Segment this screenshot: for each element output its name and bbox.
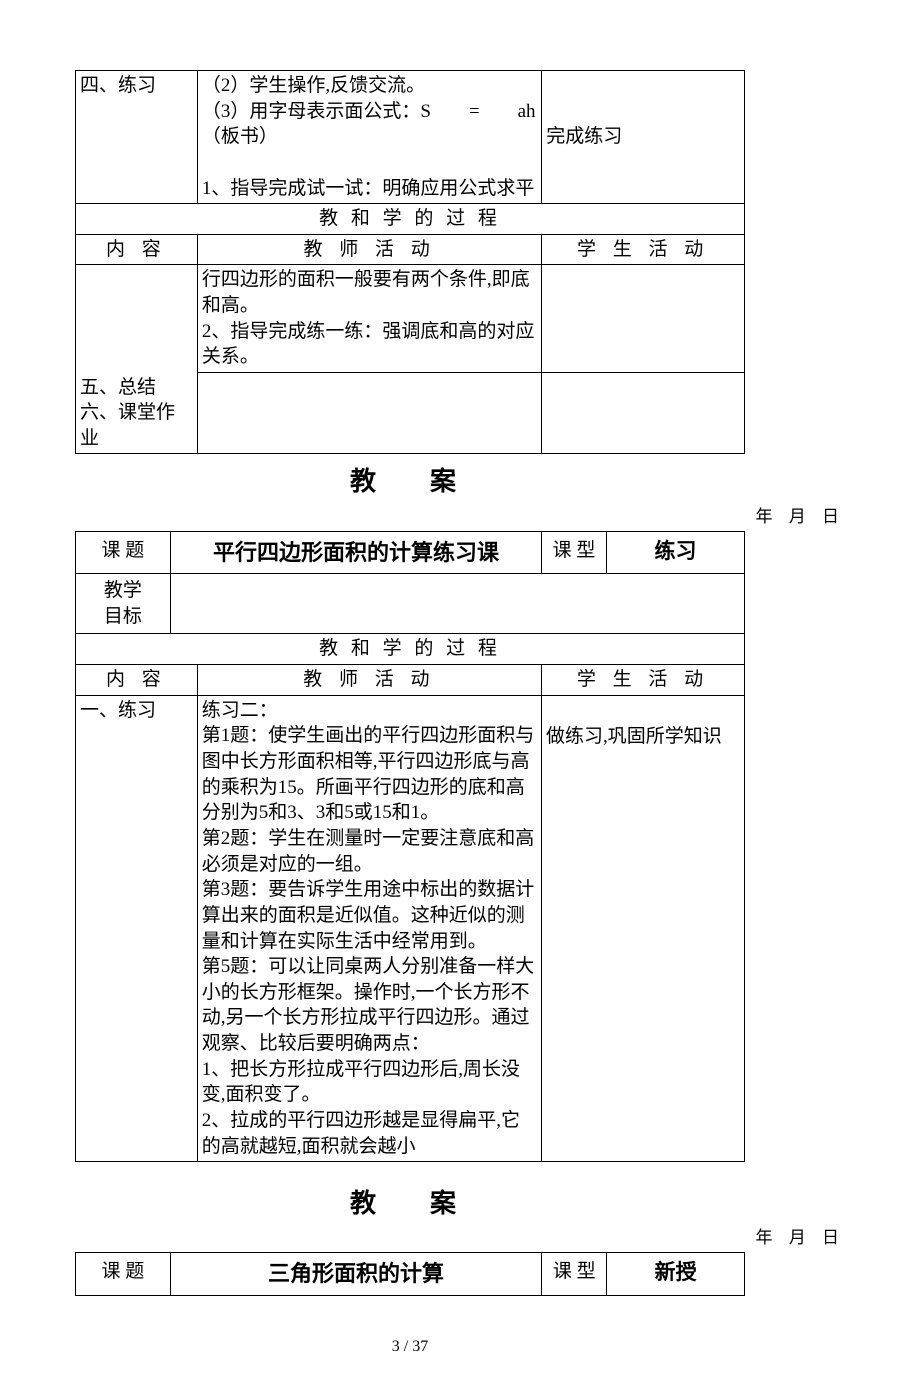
table-cell bbox=[542, 373, 745, 454]
col-header-content: 内 容 bbox=[76, 665, 198, 696]
lesson2-heading: 教 案 bbox=[75, 464, 745, 499]
cell-text: 课 题 bbox=[102, 540, 145, 561]
table-cell bbox=[542, 265, 745, 373]
col-header-teacher: 教 师 活 动 bbox=[197, 234, 541, 265]
lesson3-heading: 教 案 bbox=[75, 1186, 745, 1221]
cell-text: 练习二： 第1题：使学生画出的平行四边形面积与图中长方形面积相等,平行四边形底与… bbox=[202, 700, 535, 1157]
label-type: 课 型 bbox=[542, 1253, 607, 1296]
process-header: 教 和 学 的 过 程 bbox=[76, 204, 745, 235]
table-cell: 五、总结 六、课堂作业 bbox=[76, 373, 198, 454]
cell-text: 四、练习 bbox=[80, 75, 156, 96]
goal-cell bbox=[170, 574, 744, 634]
date-text: 年 月 日 bbox=[756, 507, 846, 526]
table-cell bbox=[197, 373, 541, 454]
cell-text: 三角形面积的计算 bbox=[268, 1261, 444, 1286]
cell-text: 行四边形的面积一般要有两个条件,即底和高。 2、指导完成练一练：强调底和高的对应… bbox=[202, 269, 535, 367]
process-header: 教 和 学 的 过 程 bbox=[76, 634, 745, 665]
cell-text: （2）学生操作,反馈交流。 （3）用字母表示面公式：S = ah（板书） 1、指… bbox=[202, 75, 536, 199]
label-type: 课 型 bbox=[542, 531, 607, 574]
cell-text: 平行四边形面积的计算练习课 bbox=[213, 540, 499, 565]
label-topic: 课 题 bbox=[76, 1253, 171, 1296]
cell-text: 教 和 学 的 过 程 bbox=[319, 208, 501, 229]
table-cell: （2）学生操作,反馈交流。 （3）用字母表示面公式：S = ah（板书） 1、指… bbox=[197, 71, 541, 204]
heading-text: 教 案 bbox=[350, 467, 470, 496]
table-cell: 一、练习 bbox=[76, 695, 198, 1162]
table-cell: 做练习,巩固所学知识 bbox=[542, 695, 745, 1162]
date-text: 年 月 日 bbox=[756, 1228, 846, 1247]
table-cell bbox=[76, 265, 198, 373]
cell-text: 做练习,巩固所学知识 bbox=[546, 726, 722, 747]
cell-text: 学 生 活 动 bbox=[577, 669, 709, 690]
cell-text: 内 容 bbox=[106, 669, 167, 690]
label-goal: 教学 目标 bbox=[76, 574, 171, 634]
type-cell: 新授 bbox=[607, 1253, 745, 1296]
cell-text: 课 型 bbox=[553, 540, 596, 561]
cell-text: 学 生 活 动 bbox=[577, 239, 709, 260]
footer-text: 3 / 37 bbox=[392, 1338, 428, 1355]
cell-text: 练习 bbox=[655, 540, 697, 563]
label-topic: 课 题 bbox=[76, 531, 171, 574]
cell-text: 新授 bbox=[655, 1261, 697, 1284]
table-cell: 四、练习 bbox=[76, 71, 198, 204]
col-header-student: 学 生 活 动 bbox=[542, 665, 745, 696]
col-header-teacher: 教 师 活 动 bbox=[197, 665, 541, 696]
table-cell: 完成练习 bbox=[542, 71, 745, 204]
cell-text: 课 型 bbox=[553, 1261, 596, 1282]
cell-text: 内 容 bbox=[106, 239, 167, 260]
lesson3-date: 年 月 日 bbox=[75, 1227, 845, 1250]
cell-text: 教 和 学 的 过 程 bbox=[319, 638, 501, 659]
table-cell: 行四边形的面积一般要有两个条件,即底和高。 2、指导完成练一练：强调底和高的对应… bbox=[197, 265, 541, 373]
topic-cell: 三角形面积的计算 bbox=[170, 1253, 541, 1296]
cell-text: 课 题 bbox=[102, 1261, 145, 1282]
table-cell: 练习二： 第1题：使学生画出的平行四边形面积与图中长方形面积相等,平行四边形底与… bbox=[197, 695, 541, 1162]
lesson2-table: 课 题 平行四边形面积的计算练习课 课 型 练习 教学 目标 教 和 学 的 过… bbox=[75, 531, 745, 1163]
cell-text: 一、练习 bbox=[80, 700, 156, 721]
type-cell: 练习 bbox=[607, 531, 745, 574]
cell-text: 五、总结 六、课堂作业 bbox=[80, 377, 175, 449]
lesson1-table: 四、练习 （2）学生操作,反馈交流。 （3）用字母表示面公式：S = ah（板书… bbox=[75, 70, 745, 454]
col-header-student: 学 生 活 动 bbox=[542, 234, 745, 265]
page-footer: 3 / 37 bbox=[75, 1336, 745, 1358]
cell-text: 教 师 活 动 bbox=[303, 669, 435, 690]
lesson2-date: 年 月 日 bbox=[75, 506, 845, 529]
lesson3-table: 课 题 三角形面积的计算 课 型 新授 bbox=[75, 1252, 745, 1296]
cell-text: 完成练习 bbox=[546, 126, 622, 147]
cell-text: 教学 目标 bbox=[104, 580, 142, 627]
topic-cell: 平行四边形面积的计算练习课 bbox=[170, 531, 541, 574]
cell-text: 教 师 活 动 bbox=[303, 239, 435, 260]
heading-text: 教 案 bbox=[350, 1189, 470, 1218]
col-header-content: 内 容 bbox=[76, 234, 198, 265]
